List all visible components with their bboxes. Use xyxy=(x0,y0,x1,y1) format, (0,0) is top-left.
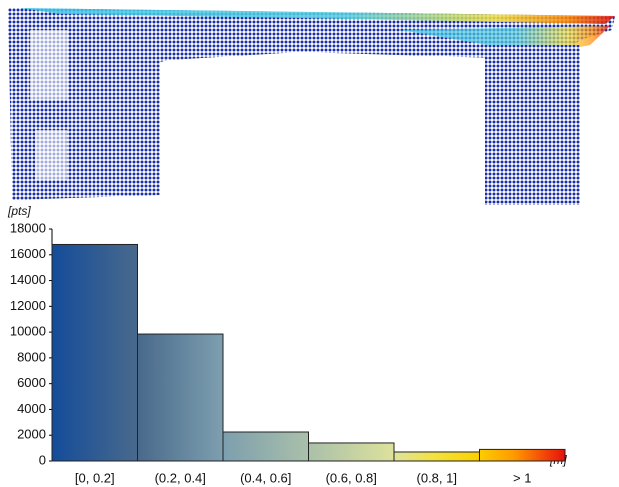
y-axis-title: [pts] xyxy=(7,204,31,218)
bar xyxy=(223,432,309,461)
x-tick-label: (0.4, 0.6] xyxy=(240,470,291,485)
x-tick-label: (0.6, 0.8] xyxy=(326,470,377,485)
x-tick-label: (0.2, 0.4] xyxy=(155,470,206,485)
y-tick-label: 6000 xyxy=(17,375,46,390)
x-tick-label: (0.8, 1] xyxy=(417,470,457,485)
point-cloud xyxy=(8,8,615,205)
bar xyxy=(480,449,566,461)
y-tick-label: 16000 xyxy=(10,246,46,261)
chart: [pts] [m] 020004000600080001000012000140… xyxy=(0,0,619,487)
y-tick-label: 10000 xyxy=(10,324,46,339)
y-tick-label: 4000 xyxy=(17,401,46,416)
y-tick-label: 8000 xyxy=(17,349,46,364)
bar xyxy=(138,334,224,461)
x-tick-label: > 1 xyxy=(513,470,531,485)
bar xyxy=(309,443,395,461)
y-tick-label: 12000 xyxy=(10,298,46,313)
bar xyxy=(52,244,138,461)
y-tick-label: 0 xyxy=(39,452,46,467)
y-tick-label: 18000 xyxy=(10,220,46,235)
x-tick-label: [0, 0.2] xyxy=(75,470,115,485)
y-tick-label: 14000 xyxy=(10,272,46,287)
bar xyxy=(394,452,480,461)
y-tick-label: 2000 xyxy=(17,427,46,442)
